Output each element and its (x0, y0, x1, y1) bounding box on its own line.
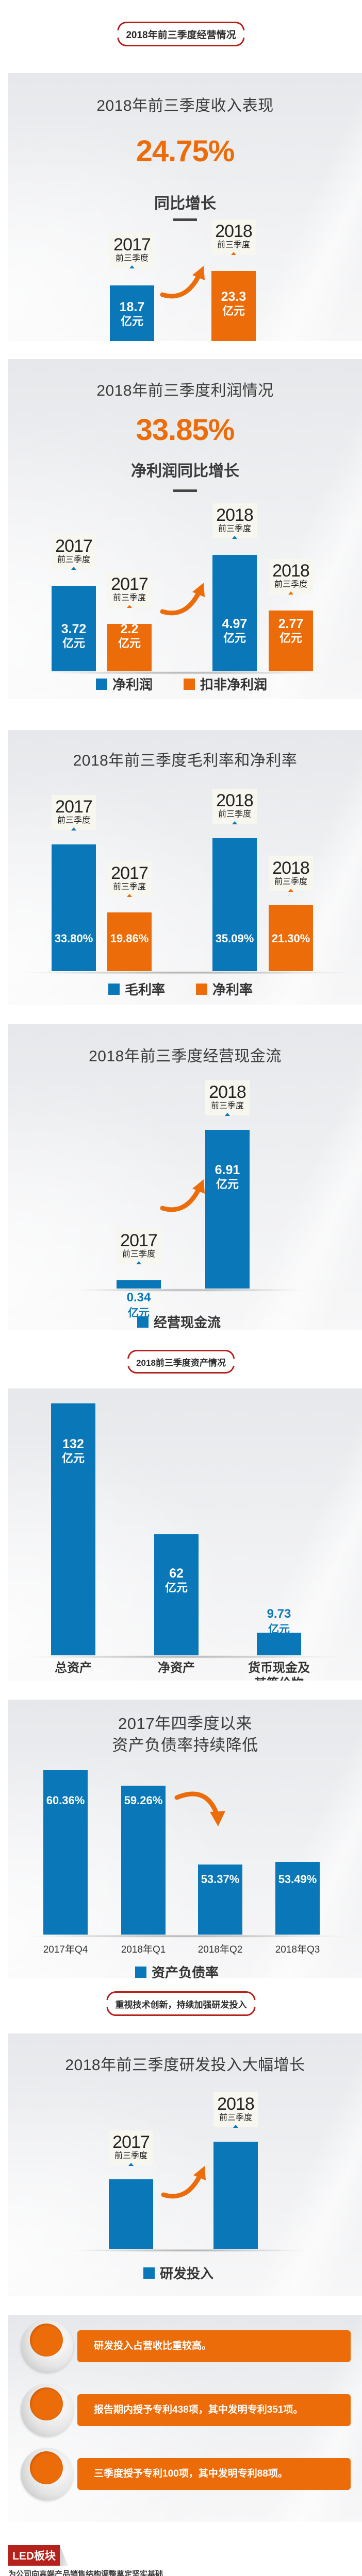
bar-2018-revenue: 23.3 亿元 (211, 271, 256, 341)
section-label-text: 2018年前三季度经营情况 (126, 29, 236, 41)
bar-net-assets: 62 亿元 (154, 1534, 199, 1655)
bar-2018-gross-margin: 35.09% (212, 838, 257, 971)
debt-ratio-chart-card: 2017年四季度以来 资产负债率持续降低 60.36% 59.26% 53.37%… (8, 1700, 362, 1978)
section-label-text: 重视技术创新，持续加强研发投入 (115, 1999, 247, 2010)
x-tick-label: 2018年Q3 (275, 1944, 320, 1955)
chart-title: 2018年前三季度研发投入大幅增长 (65, 2057, 305, 2074)
year-tag-2017: 2017 前三季度 (109, 2130, 153, 2165)
legend-swatch-blue (135, 1966, 146, 1978)
section-label-assets: 2018前三季度资产情况 (127, 1350, 235, 1374)
led-section-badge: LED板块 (8, 2545, 68, 2566)
value-label-cash: 9.73 亿元 (267, 1607, 291, 1635)
bar-2018-q1: 59.26% (121, 1786, 166, 1935)
year-tag-2018: 2018 前三季度 (212, 503, 257, 538)
year-tag-2017: 2017 前三季度 (107, 861, 152, 896)
chart-legend: 经营现金流 (137, 1312, 221, 1330)
chart-legend: 资产负债率 (135, 1962, 219, 1978)
bar-2018-deducted-net-profit: 2.77 亿元 (269, 611, 313, 671)
year-tag-2017: 2017 前三季度 (110, 233, 154, 268)
x-tick-label: 2018年Q2 (198, 1944, 243, 1955)
divider (173, 489, 197, 492)
section-label-text: 2018前三季度资产情况 (136, 1358, 226, 1368)
x-tick-label: 2017年Q4 (43, 1944, 88, 1955)
chart-baseline (39, 671, 328, 674)
legend-swatch-orange (184, 678, 195, 690)
year-tag-2017: 2017 前三季度 (117, 1229, 161, 1264)
chart-title: 2018年前三季度收入表现 (96, 97, 274, 114)
chart-baseline (19, 971, 359, 974)
bar-2018-q3: 53.49% (275, 1862, 320, 1935)
growth-arrow-icon (160, 266, 205, 299)
category-label-cash: 货币现金及其等价物 (248, 1661, 310, 1681)
value-label-2017: 0.34 亿元 (126, 1291, 151, 1319)
x-tick-label: 2018年Q1 (121, 1944, 166, 1955)
bullet-item: 三季度授予专利100项，其中发明专利88项。 (21, 2448, 351, 2500)
category-label-net-assets: 净资产 (158, 1661, 195, 1675)
bar-total-assets: 132 亿元 (51, 1403, 95, 1655)
growth-label: 净利润同比增长 (131, 463, 239, 480)
chart-legend: 研发投入 (143, 2263, 213, 2282)
profit-chart-card: 2018年前三季度利润情况 33.85% 净利润同比增长 2017 前三季度 3.… (8, 359, 362, 699)
year-tag-2018: 2018 前三季度 (205, 1080, 250, 1115)
year-tag-2018: 2018 前三季度 (269, 559, 313, 594)
bar-2017-cashflow (117, 1280, 161, 1289)
chart-baseline (24, 1655, 343, 1658)
legend-swatch-orange (196, 983, 208, 995)
chart-title: 2018年前三季度利润情况 (96, 382, 274, 399)
chart-legend: 净利润 扣非净利润 (96, 674, 267, 693)
rnd-bullets-card: 研发投入占营收比重较高。 报告期内授予专利438项，其中发明专利351项。 三季… (8, 2315, 362, 2522)
bar-2017-rnd (109, 2179, 153, 2249)
bar-2017-net-profit: 3.72 亿元 (52, 586, 96, 671)
chart-title: 2017年四季度以来 资产负债率持续降低 (112, 1715, 258, 1754)
year-tag-2018: 2018 前三季度 (211, 219, 256, 255)
divider (173, 218, 197, 221)
margins-chart-card: 2018年前三季度毛利率和净利率 2017 前三季度 33.80% 2017 前三季… (8, 730, 362, 1005)
chart-title: 2018年前三季度经营现金流 (89, 1048, 282, 1065)
category-label-total-assets: 总资产 (55, 1661, 92, 1675)
year-tag-2018: 2018 前三季度 (213, 2092, 258, 2127)
section-label-rnd: 重视技术创新，持续加强研发投入 (106, 1991, 256, 2016)
legend-swatch-blue (137, 1316, 149, 1328)
chart-baseline (70, 2249, 307, 2252)
growth-percentage: 24.75% (136, 134, 235, 168)
growth-arrow-icon (160, 583, 205, 616)
bar-2017-q4: 60.36% (43, 1770, 88, 1935)
bar-2017-gross-margin: 33.80% (52, 844, 96, 971)
decline-arrow-icon (174, 1791, 225, 1826)
section-label-operations: 2018年前三季度经营情况 (117, 22, 245, 46)
bar-cash-equivalents (257, 1633, 301, 1655)
legend-swatch-blue (143, 2267, 155, 2279)
growth-arrow-icon (160, 1179, 205, 1212)
bar-2018-rnd (213, 2142, 258, 2249)
legend-swatch-blue (108, 983, 120, 995)
bar-2018-net-margin: 21.30% (269, 905, 313, 971)
chart-baseline (19, 1935, 354, 1938)
revenue-chart-card: 2018年前三季度收入表现 24.75% 同比增长 2017 前三季度 18.7 亿… (8, 73, 362, 341)
year-tag-2017: 2017 前三季度 (52, 534, 96, 569)
rnd-chart-card: 2018年前三季度研发投入大幅增长 2017 前三季度 2018 前三季度 研发投入 (8, 2033, 362, 2296)
year-tag-2018: 2018 前三季度 (269, 856, 313, 891)
bar-2018-net-profit: 4.97 亿元 (212, 555, 257, 671)
bar-2018-q2: 53.37% (198, 1865, 242, 1935)
bar-2018-cashflow: 6.91 亿元 (205, 1130, 250, 1289)
bullet-item: 研发投入占营收比重较高。 (21, 2320, 351, 2372)
led-section-subtitle: 为公司向高端产品销售结构调整奠定坚实基础 (8, 2570, 163, 2576)
bar-2017-deducted-net-profit: 2.2 亿元 (107, 622, 152, 671)
chart-legend: 毛利率 净利率 (108, 979, 253, 998)
year-tag-2018: 2018 前三季度 (212, 789, 257, 824)
bullet-item: 报告期内授予专利438项，其中发明专利351项。 (21, 2384, 351, 2436)
bar-2017-revenue: 18.7 亿元 (110, 285, 154, 341)
cashflow-chart-card: 2018年前三季度经营现金流 2017 前三季度 0.34 亿元 2018 前三季度 … (8, 1024, 362, 1330)
year-tag-2017: 2017 前三季度 (107, 572, 152, 607)
growth-label: 同比增长 (154, 195, 216, 212)
growth-arrow-icon (161, 2166, 206, 2199)
growth-percentage: 33.85% (136, 413, 235, 447)
chart-baseline (70, 1289, 307, 1292)
bar-2017-net-margin: 19.86% (107, 912, 152, 971)
legend-swatch-blue (96, 678, 107, 690)
year-tag-2017: 2017 前三季度 (52, 795, 96, 830)
chart-title: 2018年前三季度毛利率和净利率 (73, 752, 298, 769)
